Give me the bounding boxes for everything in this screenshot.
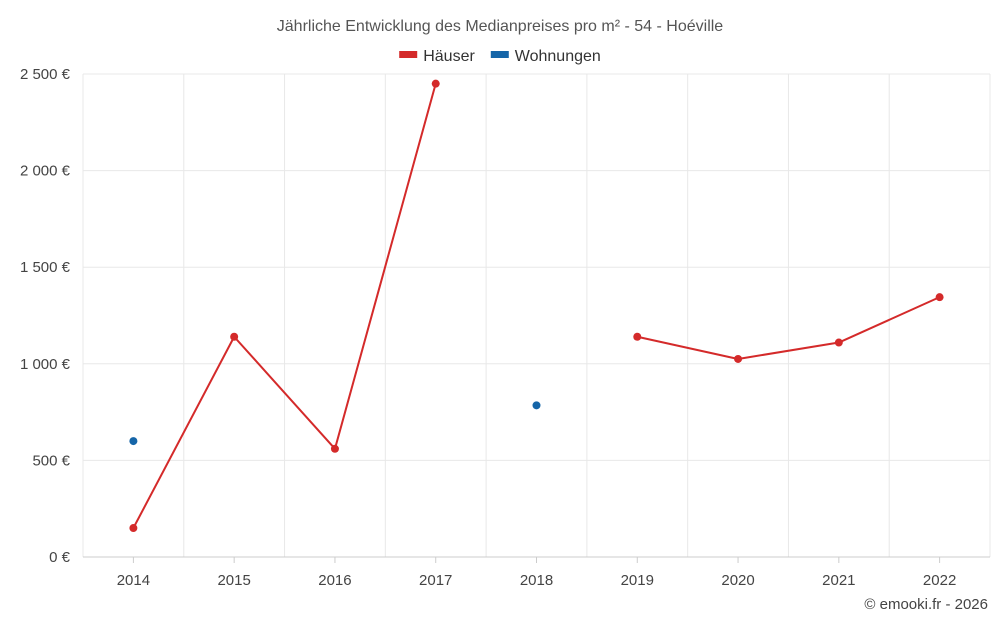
data-point[interactable] bbox=[633, 332, 642, 341]
data-point[interactable] bbox=[431, 79, 440, 88]
y-tick-label: 2 000 € bbox=[20, 163, 71, 180]
legend-item-0[interactable]: Häuser bbox=[399, 48, 475, 65]
series-0 bbox=[129, 79, 944, 533]
data-point[interactable] bbox=[935, 293, 944, 302]
data-point[interactable] bbox=[230, 332, 239, 341]
x-tick-label: 2014 bbox=[117, 572, 150, 589]
data-point[interactable] bbox=[129, 524, 138, 533]
legend-label: Wohnungen bbox=[515, 48, 601, 65]
legend: Häuser Wohnungen bbox=[399, 48, 601, 65]
x-tick-label: 2022 bbox=[923, 572, 956, 589]
legend-item-1[interactable]: Wohnungen bbox=[490, 48, 601, 65]
series-1 bbox=[129, 401, 541, 446]
series-line bbox=[132, 83, 437, 529]
data-point[interactable] bbox=[330, 444, 339, 453]
y-tick-label: 2 500 € bbox=[20, 66, 71, 83]
data-point[interactable] bbox=[834, 338, 843, 347]
data-point[interactable] bbox=[532, 401, 541, 410]
x-axis: 2014 2015 2016 2017 2018 2019 2020 2021 2022 bbox=[83, 556, 990, 589]
y-tick-label: 1 500 € bbox=[20, 259, 71, 276]
x-tick-label: 2018 bbox=[520, 572, 553, 589]
data-point[interactable] bbox=[129, 437, 138, 446]
y-tick-label: 0 € bbox=[49, 549, 71, 566]
x-tick-label: 2019 bbox=[621, 572, 654, 589]
x-tick-label: 2021 bbox=[822, 572, 855, 589]
legend-label: Häuser bbox=[423, 48, 475, 65]
x-tick-label: 2016 bbox=[318, 572, 351, 589]
credit-text: © emooki.fr - 2026 bbox=[864, 596, 988, 613]
x-tick-label: 2020 bbox=[721, 572, 754, 589]
chart-title: Jährliche Entwicklung des Medianpreises … bbox=[277, 18, 724, 35]
x-tick-label: 2017 bbox=[419, 572, 452, 589]
series-layer bbox=[129, 79, 944, 533]
y-axis: 0 € 500 € 1 000 € 1 500 € 2 000 € 2 500 € bbox=[20, 66, 71, 566]
legend-swatch bbox=[490, 51, 509, 58]
series-line bbox=[637, 296, 941, 360]
y-tick-label: 500 € bbox=[32, 452, 70, 469]
y-tick-label: 1 000 € bbox=[20, 356, 71, 373]
data-point[interactable] bbox=[734, 354, 743, 363]
grid bbox=[82, 73, 991, 557]
x-tick-label: 2015 bbox=[217, 572, 250, 589]
legend-swatch bbox=[399, 51, 418, 58]
